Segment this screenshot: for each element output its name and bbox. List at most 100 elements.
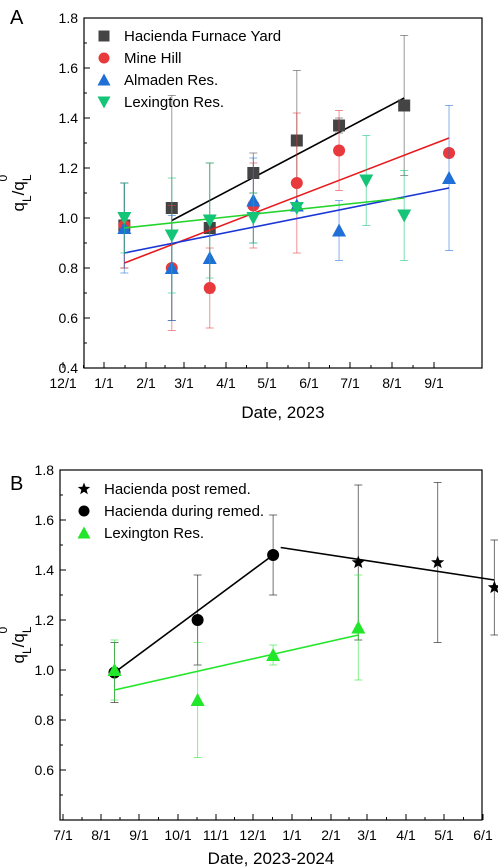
x-tick-label: 11/1 bbox=[203, 827, 229, 843]
y-axis-label-part: L bbox=[20, 195, 34, 202]
x-tick-label: 12/1 bbox=[239, 827, 266, 843]
y-tick-label: 1.6 bbox=[59, 60, 79, 76]
x-tick-label: 8/1 bbox=[382, 375, 402, 391]
fit-line bbox=[280, 546, 495, 581]
legend-label: Almaden Res. bbox=[124, 72, 218, 89]
x-tick-label: 10/1 bbox=[164, 827, 191, 843]
y-tick-label: 0.6 bbox=[59, 310, 79, 326]
y-tick-label: 0.8 bbox=[59, 260, 79, 276]
data-point bbox=[191, 614, 204, 626]
data-point bbox=[359, 174, 374, 188]
data-point bbox=[289, 202, 304, 215]
fit-line bbox=[124, 197, 405, 229]
legend-marker bbox=[78, 505, 90, 517]
y-axis-label-part: L bbox=[20, 647, 34, 654]
x-tick-label: 7/1 bbox=[53, 827, 73, 843]
panel-label: B bbox=[10, 473, 23, 495]
y-axis-label-part: 0 bbox=[0, 174, 10, 181]
data-point bbox=[203, 282, 216, 294]
x-tick-label: 2/1 bbox=[321, 827, 341, 843]
x-tick-label: 3/1 bbox=[357, 827, 377, 843]
y-tick-label: 1.2 bbox=[59, 160, 79, 176]
legend-marker bbox=[98, 30, 110, 42]
data-point bbox=[202, 214, 217, 228]
x-tick-label: 9/1 bbox=[129, 827, 149, 843]
x-tick-label: 4/1 bbox=[216, 375, 236, 391]
data-point bbox=[117, 212, 132, 225]
y-axis-label: qL/qL0 bbox=[0, 626, 34, 663]
series-hacienda-post-remed bbox=[280, 482, 498, 643]
fit-line bbox=[114, 554, 274, 674]
y-axis-label-part: q bbox=[9, 654, 28, 663]
y-tick-label: 1.8 bbox=[35, 462, 55, 478]
fit-line bbox=[171, 97, 405, 222]
series-hacienda-during-remed bbox=[108, 514, 280, 703]
series-lexington-res bbox=[107, 574, 366, 758]
data-point bbox=[487, 580, 498, 594]
x-tick-label: 1/1 bbox=[94, 375, 114, 391]
x-tick-label: 8/1 bbox=[91, 827, 111, 843]
legend-marker bbox=[77, 526, 91, 539]
legend-label: Hacienda during remed. bbox=[104, 503, 264, 520]
y-tick-label: 1.4 bbox=[59, 110, 79, 126]
legend-marker bbox=[97, 73, 111, 86]
y-tick-label: 1.0 bbox=[35, 662, 55, 678]
x-tick-label: 9/1 bbox=[424, 375, 444, 391]
x-tick-label: 6/1 bbox=[473, 827, 493, 843]
x-tick-label: 4/1 bbox=[396, 827, 416, 843]
data-point bbox=[333, 144, 346, 157]
y-tick-label: 0.4 bbox=[59, 360, 79, 376]
y-tick-label: 1.2 bbox=[35, 612, 55, 628]
legend-marker bbox=[97, 96, 111, 109]
legend: Hacienda Furnace Yard Mine Hill Almaden Re… bbox=[97, 28, 281, 111]
legend-label: Mine Hill bbox=[124, 50, 182, 67]
legend-label: Hacienda Furnace Yard bbox=[124, 28, 281, 45]
y-axis-label-part: /q bbox=[9, 181, 28, 195]
y-tick-label: 0.6 bbox=[35, 762, 55, 778]
legend-marker bbox=[98, 52, 110, 64]
data-point bbox=[397, 209, 412, 223]
data-point bbox=[351, 555, 365, 569]
x-tick-label: 2/1 bbox=[136, 375, 156, 391]
y-axis-label-part: /q bbox=[9, 633, 28, 647]
y-axis-label-part: 0 bbox=[0, 626, 10, 633]
fit-line bbox=[114, 634, 359, 691]
data-point bbox=[164, 229, 179, 243]
chart-panel-a: 0.4 0.6 0.8 1.0 1.2 1.4 1.6 1.8 12/1 1/1 2/1 3/1 4/1… bbox=[0, 7, 483, 422]
x-axis-label: Date, 2023 bbox=[241, 403, 324, 422]
data-point bbox=[398, 99, 411, 112]
data-point bbox=[107, 663, 122, 676]
data-point bbox=[267, 549, 280, 561]
series-lexington-res bbox=[117, 135, 412, 294]
x-tick-label: 5/1 bbox=[434, 827, 454, 843]
y-tick-label: 1.0 bbox=[59, 210, 79, 226]
data-point bbox=[290, 177, 303, 189]
legend: Hacienda post remed. Hacienda during reme… bbox=[77, 481, 264, 542]
legend-label: Lexington Res. bbox=[124, 94, 224, 111]
data-point bbox=[190, 693, 205, 706]
y-axis-label-part: q bbox=[9, 202, 28, 211]
x-tick-label: 6/1 bbox=[299, 375, 319, 391]
legend-label: Lexington Res. bbox=[104, 525, 204, 542]
y-axis-label-part: L bbox=[20, 626, 34, 633]
y-axis-label-part: L bbox=[20, 174, 34, 181]
chart-panel-b: 0.6 0.8 1.0 1.2 1.4 1.6 1.8 7/1 8/1 9/1 10/1 11/1 12… bbox=[0, 462, 498, 867]
legend-marker bbox=[77, 482, 91, 495]
x-axis-label: Date, 2023-2024 bbox=[208, 849, 335, 867]
panel-label: A bbox=[10, 7, 24, 29]
x-tick-label: 12/1 bbox=[49, 375, 76, 391]
y-tick-label: 1.4 bbox=[35, 562, 55, 578]
data-point bbox=[351, 620, 366, 634]
x-tick-label: 7/1 bbox=[340, 375, 360, 391]
y-tick-label: 1.6 bbox=[35, 512, 55, 528]
y-tick-label: 0.8 bbox=[35, 712, 55, 728]
data-point bbox=[442, 171, 457, 184]
x-tick-label: 1/1 bbox=[282, 827, 302, 843]
data-point bbox=[246, 212, 261, 225]
data-point bbox=[332, 223, 347, 237]
x-tick-label: 5/1 bbox=[257, 375, 277, 391]
fit-line bbox=[124, 137, 450, 264]
data-point bbox=[266, 648, 281, 661]
data-point bbox=[431, 555, 445, 569]
